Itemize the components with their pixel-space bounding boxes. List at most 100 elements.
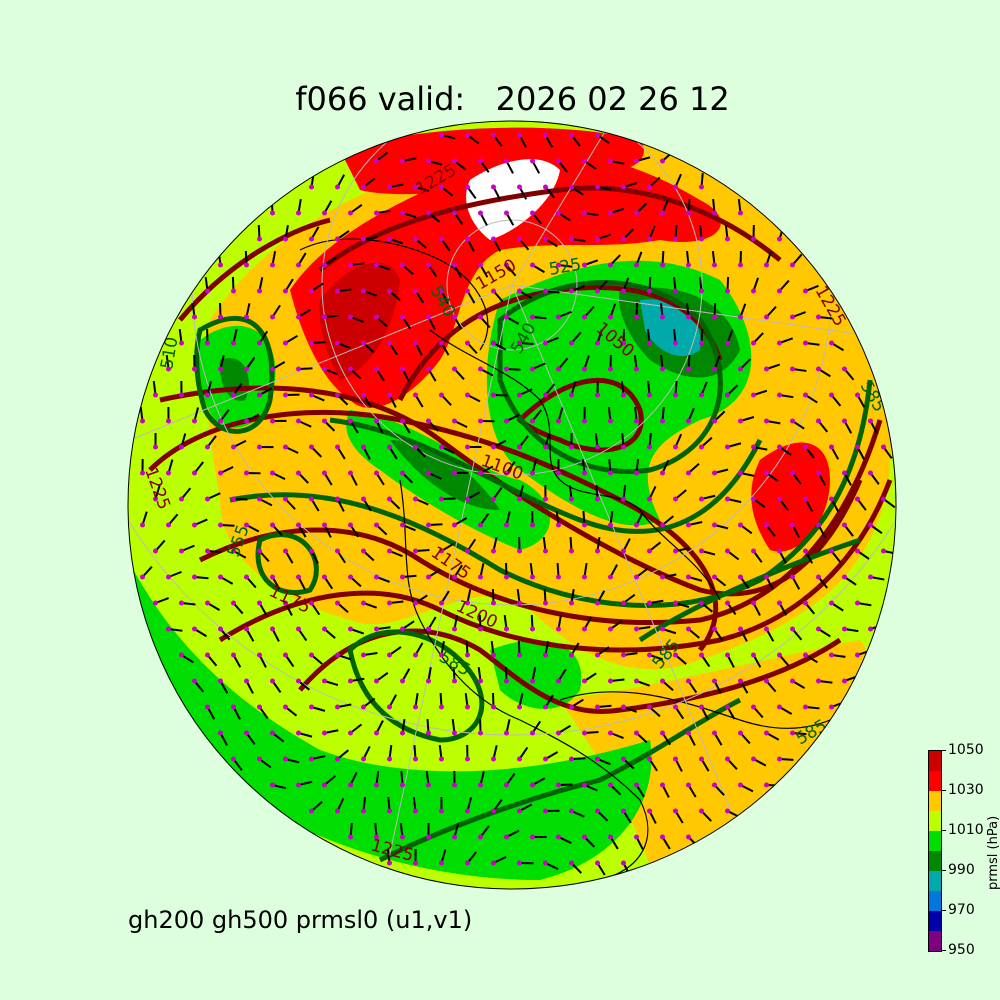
wind-station-dot — [218, 470, 223, 476]
wind-station-dot — [413, 392, 418, 398]
wind-station-dot — [582, 522, 587, 528]
wind-station-dot — [205, 288, 210, 294]
wind-station-dot — [244, 366, 249, 372]
wind-station-dot — [296, 626, 301, 632]
wind-station-dot — [465, 808, 470, 814]
wind-station-dot — [439, 288, 444, 294]
wind-station-dot — [231, 548, 236, 554]
wind-station-dot — [868, 522, 873, 528]
chart-title: f066 valid: 2026 02 26 12 — [295, 80, 730, 118]
wind-station-dot — [335, 756, 340, 762]
wind-station-dot — [491, 600, 496, 606]
wind-station-dot — [491, 236, 496, 242]
wind-station-dot — [504, 522, 509, 528]
wind-station-dot — [842, 522, 847, 528]
wind-station-dot — [868, 574, 873, 580]
wind-station-dot — [218, 418, 223, 424]
colorbar-tick-label: 970 — [948, 902, 975, 918]
wind-station-dot — [426, 262, 431, 268]
wind-station-dot — [335, 340, 340, 346]
wind-station-dot — [686, 262, 691, 268]
wind-station-dot — [543, 860, 548, 866]
wind-station-dot — [361, 340, 366, 346]
wind-station-dot — [478, 314, 483, 320]
wind-station-dot — [686, 522, 691, 528]
wind-station-dot — [361, 444, 366, 450]
wind-station-dot — [556, 366, 561, 372]
wind-station-dot — [231, 340, 236, 346]
wind-station-dot — [374, 522, 379, 528]
wind-station-dot — [166, 626, 171, 632]
wind-station-dot — [465, 392, 470, 398]
wind-station-dot — [335, 184, 340, 190]
wind-station-dot — [608, 262, 613, 268]
colorbar-segment — [929, 771, 941, 791]
wind-station-dot — [608, 834, 613, 840]
wind-station-dot — [868, 470, 873, 476]
wind-station-dot — [192, 574, 197, 580]
wind-station-dot — [296, 314, 301, 320]
wind-station-dot — [179, 548, 184, 554]
wind-station-dot — [205, 652, 210, 658]
wind-station-dot — [608, 210, 613, 216]
colorbar-tick-label: 1030 — [948, 782, 984, 798]
wind-station-dot — [439, 756, 444, 762]
wind-station-dot — [400, 626, 405, 632]
wind-station-dot — [270, 574, 275, 580]
wind-station-dot — [205, 496, 210, 502]
wind-station-dot — [335, 704, 340, 710]
wind-station-dot — [738, 210, 743, 216]
wind-station-dot — [257, 704, 262, 710]
wind-station-dot — [309, 652, 314, 658]
colorbar-tick — [941, 750, 946, 751]
wind-station-dot — [452, 314, 457, 320]
wind-station-dot — [790, 470, 795, 476]
wind-station-dot — [647, 496, 652, 502]
wind-station-dot — [270, 626, 275, 632]
wind-station-dot — [504, 418, 509, 424]
wind-station-dot — [335, 548, 340, 554]
wind-station-dot — [153, 444, 158, 450]
wind-station-dot — [777, 704, 782, 710]
wind-station-dot — [712, 678, 717, 684]
wind-station-dot — [361, 288, 366, 294]
wind-station-dot — [699, 756, 704, 762]
wind-station-dot — [348, 678, 353, 684]
wind-station-dot — [660, 210, 665, 216]
wind-station-dot — [608, 730, 613, 736]
wind-station-dot — [751, 496, 756, 502]
wind-station-dot — [712, 262, 717, 268]
wind-station-dot — [530, 782, 535, 788]
wind-station-dot — [543, 132, 548, 138]
wind-station-dot — [166, 366, 171, 372]
wind-station-dot — [335, 496, 340, 502]
wind-station-dot — [608, 678, 613, 684]
wind-station-dot — [166, 470, 171, 476]
wind-station-dot — [595, 288, 600, 294]
wind-station-dot — [283, 756, 288, 762]
wind-station-dot — [582, 834, 587, 840]
wind-station-dot — [608, 470, 613, 476]
wind-station-dot — [387, 548, 392, 554]
wind-station-dot — [660, 730, 665, 736]
wind-station-dot — [413, 288, 418, 294]
wind-station-dot — [218, 626, 223, 632]
wind-station-dot — [244, 730, 249, 736]
wind-station-dot — [400, 418, 405, 424]
wind-station-dot — [296, 782, 301, 788]
wind-station-dot — [582, 210, 587, 216]
wind-station-dot — [491, 444, 496, 450]
wind-station-dot — [452, 366, 457, 372]
wind-station-dot — [673, 600, 678, 606]
wind-station-dot — [686, 418, 691, 424]
wind-station-dot — [673, 392, 678, 398]
wind-station-dot — [764, 678, 769, 684]
wind-station-dot — [543, 288, 548, 294]
wind-station-dot — [361, 756, 366, 762]
wind-station-dot — [647, 548, 652, 554]
wind-station-dot — [478, 366, 483, 372]
wind-station-dot — [725, 548, 730, 554]
wind-station-dot — [491, 132, 496, 138]
wind-station-dot — [556, 782, 561, 788]
wind-station-dot — [504, 262, 509, 268]
